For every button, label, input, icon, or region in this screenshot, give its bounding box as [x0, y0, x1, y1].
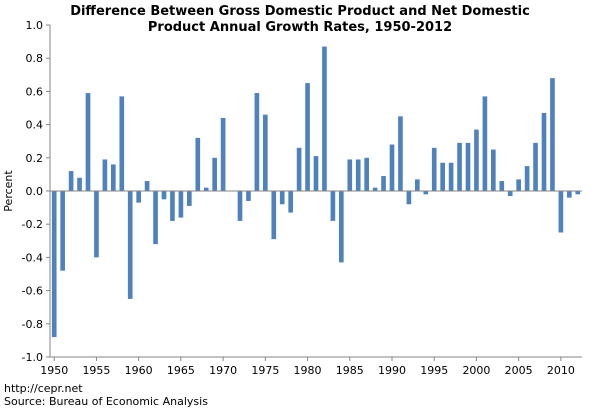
- bar-1979: [296, 147, 302, 191]
- y-tick-label: -1.0: [22, 351, 43, 364]
- y-tick-label: 0.2: [26, 152, 44, 165]
- bar-1981: [313, 156, 319, 191]
- x-tick-label: 1980: [294, 364, 322, 377]
- bar-1995: [431, 147, 437, 191]
- bar-1970: [220, 117, 226, 191]
- bar-2012: [575, 191, 581, 195]
- bar-1950: [51, 191, 57, 338]
- x-tick-label: 1995: [420, 364, 448, 377]
- bar-2008: [541, 112, 547, 191]
- bar-1969: [212, 157, 217, 191]
- bar-1990: [389, 144, 395, 191]
- source-credit: Source: Bureau of Economic Analysis: [4, 395, 208, 408]
- x-tick-label: 1950: [40, 364, 68, 377]
- bar-1984: [339, 191, 344, 263]
- bar-2011: [567, 191, 572, 198]
- bars-group: [51, 46, 581, 338]
- bar-1973: [246, 191, 251, 201]
- x-ticks-group: 1950 1955 1960 1965 1970 1975 1980 1985 1990 1995…: [40, 357, 575, 377]
- bar-1978: [288, 191, 293, 213]
- bar-1994: [423, 191, 429, 195]
- bar-1954: [85, 93, 91, 191]
- bar-1977: [279, 191, 285, 205]
- bar-1976: [271, 191, 277, 240]
- bar-1966: [187, 191, 192, 206]
- bar-1965: [178, 191, 184, 218]
- y-tick-label: 0.0: [26, 185, 44, 198]
- y-tick-label: -0.8: [22, 318, 43, 331]
- bar-1956: [102, 159, 108, 191]
- bar-1998: [457, 142, 462, 191]
- bar-1957: [111, 164, 116, 191]
- bar-1967: [195, 137, 201, 191]
- bar-1975: [263, 114, 268, 191]
- y-tick-label: 0.8: [26, 52, 44, 65]
- y-tick-label: 0.6: [26, 85, 44, 98]
- y-tick-label: -0.6: [22, 285, 43, 298]
- bar-1986: [355, 159, 361, 191]
- y-tick-label: 0.4: [26, 119, 44, 132]
- bar-1959: [127, 191, 133, 299]
- bar-2009: [550, 78, 555, 191]
- x-tick-label: 1965: [167, 364, 195, 377]
- bar-1974: [254, 93, 260, 191]
- bar-1953: [77, 177, 82, 191]
- bar-1952: [68, 171, 74, 191]
- bar-1988: [372, 187, 378, 191]
- bar-1996: [440, 162, 445, 191]
- bar-1985: [347, 159, 353, 191]
- x-tick-label: 2005: [505, 364, 533, 377]
- x-tick-label: 2010: [547, 364, 575, 377]
- x-tick-label: 1990: [378, 364, 406, 377]
- bar-1999: [465, 142, 471, 191]
- x-tick-label: 1955: [82, 364, 110, 377]
- y-axis-label: Percent: [2, 170, 15, 212]
- bar-1968: [203, 187, 209, 191]
- bar-2004: [507, 191, 513, 196]
- bar-1991: [398, 116, 403, 191]
- bar-2006: [524, 166, 530, 191]
- x-tick-label: 1985: [336, 364, 364, 377]
- y-ticks-group: -1.0 -0.8 -0.6 -0.4 -0.2 0.0 0.2 0.4 0.6 0.8 1.0: [22, 19, 50, 364]
- bar-2002: [491, 149, 496, 191]
- x-tick-label: 1960: [125, 364, 153, 377]
- bar-2003: [499, 181, 505, 191]
- bar-2010: [558, 191, 564, 233]
- chart-title: Difference Between Gross Domestic Produc…: [70, 4, 530, 35]
- bar-1997: [448, 162, 454, 191]
- bar-1989: [381, 176, 386, 191]
- bar-1972: [237, 191, 243, 221]
- bar-2001: [482, 96, 488, 191]
- bar-1960: [136, 191, 141, 203]
- x-tick-label: 2000: [462, 364, 490, 377]
- bar-1982: [322, 46, 327, 191]
- bar-2005: [516, 179, 521, 191]
- bar-1958: [119, 96, 125, 191]
- bar-1993: [415, 179, 420, 191]
- bar-1987: [364, 157, 369, 191]
- source-url: http://cepr.net: [4, 382, 83, 395]
- bar-2000: [474, 129, 479, 191]
- bar-1961: [144, 181, 150, 191]
- y-tick-label: 1.0: [26, 19, 44, 32]
- y-tick-label: -0.2: [22, 218, 43, 231]
- y-tick-label: -0.4: [22, 251, 43, 264]
- bar-1951: [60, 191, 65, 271]
- x-tick-label: 1970: [209, 364, 237, 377]
- bar-1962: [153, 191, 158, 245]
- bar-1983: [330, 191, 336, 221]
- x-tick-label: 1975: [251, 364, 279, 377]
- bar-1980: [305, 83, 310, 191]
- bar-2007: [533, 142, 538, 191]
- bar-1964: [170, 191, 175, 221]
- bar-1992: [406, 191, 412, 205]
- bar-1963: [161, 191, 167, 200]
- bar-1955: [94, 191, 99, 258]
